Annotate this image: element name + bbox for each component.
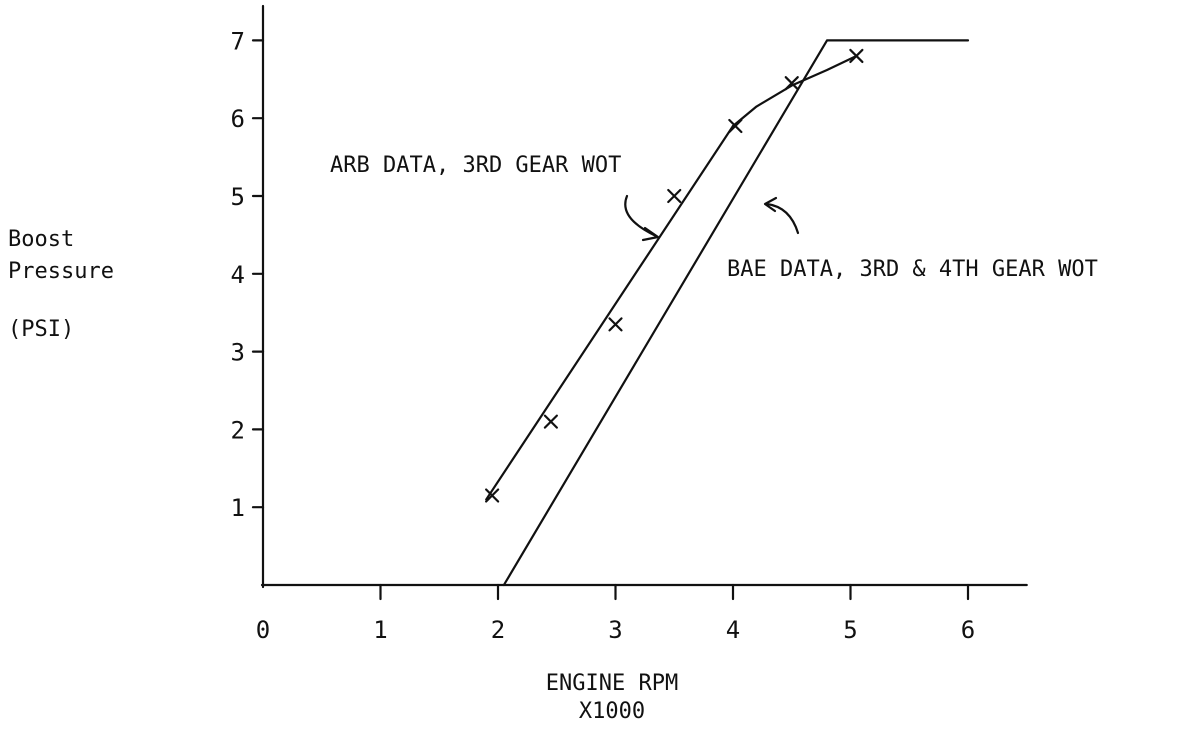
x-axis-title: ENGINE RPM X1000 xyxy=(546,671,678,724)
plot-area: 0 1 2 3 4 5 6 1 2 3 4 5 6 7 xyxy=(231,4,1028,644)
arb-curve xyxy=(731,54,858,128)
y-tick-label-2: 2 xyxy=(231,416,245,444)
annotation-arrowhead-bae xyxy=(763,196,778,213)
y-axis-title-line-1: Boost xyxy=(8,227,74,252)
annotation-arrow-bae xyxy=(765,202,800,235)
arb-data-point-5 xyxy=(728,118,743,134)
arb-fit-line xyxy=(485,124,735,501)
y-tick-label-7: 7 xyxy=(231,27,245,55)
y-tick-label-6: 6 xyxy=(231,105,245,133)
bae-line xyxy=(502,39,970,587)
x-tick-label-0: 0 xyxy=(256,616,270,644)
y-axis-title-line-2: Pressure xyxy=(8,259,114,284)
x-tick-label-2: 2 xyxy=(491,616,505,644)
arb-data-point-1 xyxy=(485,488,500,503)
y-tick-label-3: 3 xyxy=(231,339,245,367)
arb-data-point-6 xyxy=(784,76,799,91)
annotation-arb: ARB DATA, 3RD GEAR WOT xyxy=(330,153,621,178)
arb-data-point-7 xyxy=(849,48,864,64)
x-axis-title-line-1: ENGINE RPM xyxy=(546,671,678,696)
x-axis-title-line-2: X1000 xyxy=(579,699,645,724)
arb-data-point-2 xyxy=(543,414,558,429)
annotation-arrow-arb xyxy=(624,194,658,238)
x-tick-label-4: 4 xyxy=(726,616,740,644)
arb-data-point-3 xyxy=(608,317,623,332)
annotation-arrowhead-arb xyxy=(641,226,660,242)
y-axis-title: Boost Pressure (PSI) xyxy=(8,227,114,342)
annotation-bae: BAE DATA, 3RD & 4TH GEAR WOT xyxy=(727,257,1098,282)
y-tick-label-5: 5 xyxy=(231,183,245,211)
y-tick-label-1: 1 xyxy=(231,494,245,522)
y-tick-label-4: 4 xyxy=(231,261,245,289)
arb-data-point-4 xyxy=(667,188,682,204)
x-tick-label-3: 3 xyxy=(608,616,622,644)
x-tick-label-6: 6 xyxy=(961,616,975,644)
x-tick-label-5: 5 xyxy=(843,616,857,644)
x-tick-label-1: 1 xyxy=(373,616,387,644)
y-axis-title-line-3: (PSI) xyxy=(8,317,74,342)
